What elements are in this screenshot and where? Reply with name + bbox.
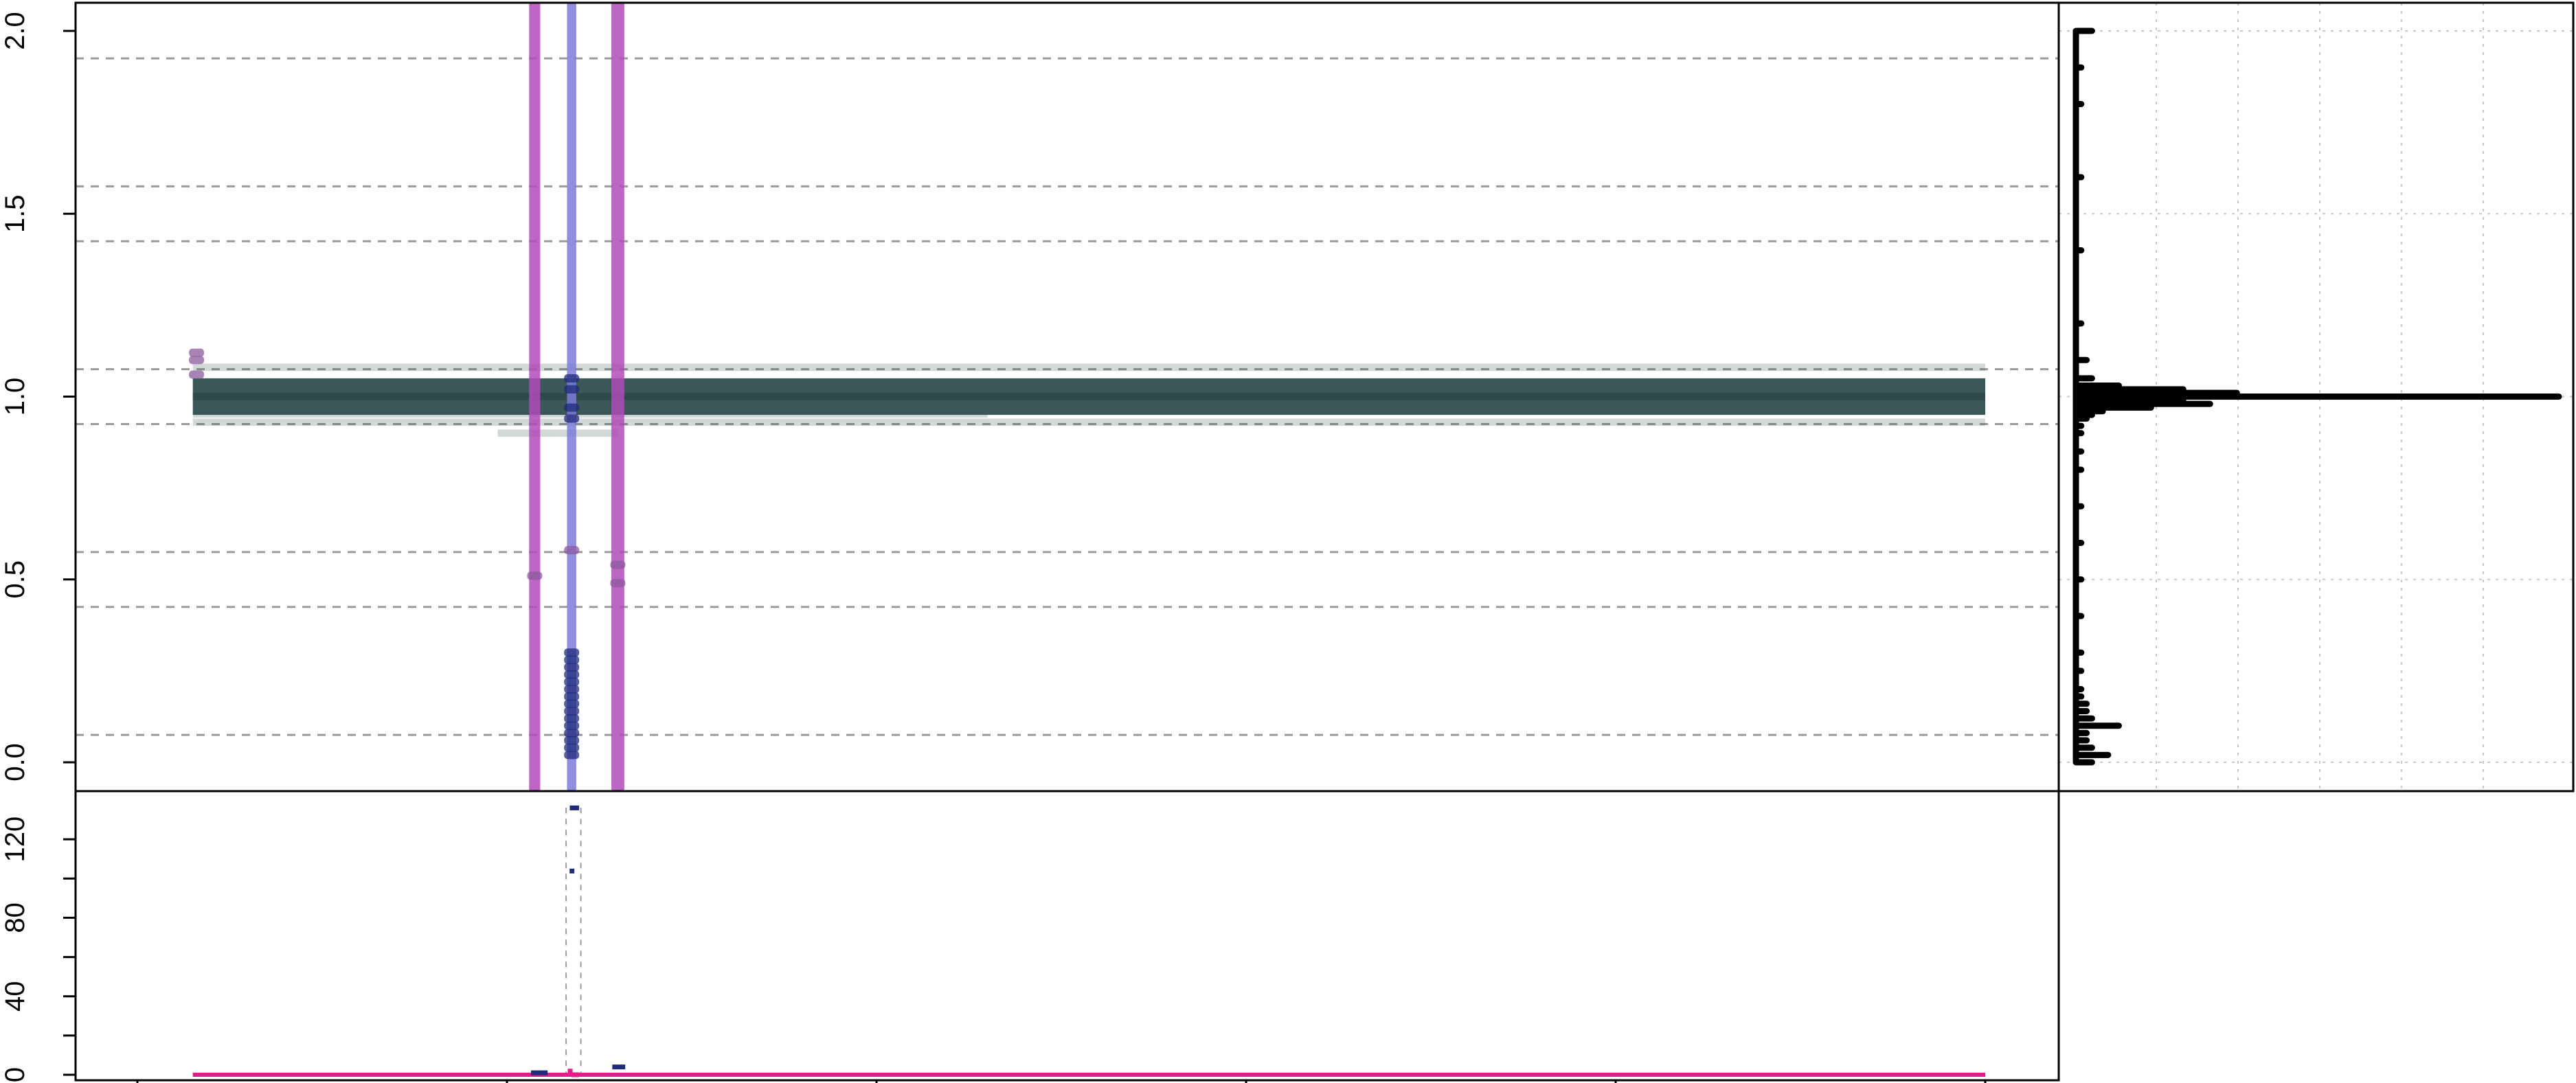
bottom-y-axis: 0 40 80 120 — [0, 817, 76, 1082]
data-point — [564, 707, 580, 716]
data-point — [527, 571, 543, 580]
y-tick-label: 2.0 — [0, 12, 30, 50]
band-halo — [192, 363, 1986, 372]
bottom-count-panel: 0 40 80 120 — [0, 790, 2060, 1083]
y-tick-label: 1.5 — [0, 194, 30, 233]
data-point — [564, 729, 580, 738]
band-halo — [192, 418, 1986, 426]
data-point — [564, 648, 580, 657]
bottom-vertical-guides — [565, 808, 582, 1075]
data-point — [564, 685, 580, 694]
data-point — [189, 370, 205, 379]
data-point — [564, 714, 580, 723]
main-reference-lines — [76, 57, 2059, 736]
side-histogram-panel — [2057, 1, 2575, 793]
main-scatter-panel: 0.0 0.5 1.0 1.5 2.0 — [0, 1, 2060, 793]
data-point — [564, 403, 580, 412]
main-highlight-columns — [529, 3, 624, 791]
data-point — [189, 348, 205, 357]
data-point — [564, 692, 580, 701]
main-points — [189, 348, 626, 760]
y-tick-label: 0.0 — [0, 743, 30, 782]
main-density-band — [192, 363, 1986, 437]
count-point — [567, 1069, 573, 1074]
data-point — [564, 736, 580, 745]
y-tick-label: 80 — [0, 902, 30, 933]
y-tick-label: 0.5 — [0, 560, 30, 599]
bottom-panel-frame — [74, 790, 2060, 1082]
data-point — [610, 579, 626, 588]
data-point — [564, 677, 580, 686]
data-point — [564, 663, 580, 672]
side-histogram-bars — [2072, 27, 2562, 766]
count-point — [569, 868, 575, 874]
data-point — [564, 374, 580, 383]
data-point — [564, 385, 580, 394]
data-point — [564, 655, 580, 664]
y-tick-label: 1.0 — [0, 378, 30, 416]
highlight-column — [529, 3, 541, 791]
side-panel-frame — [2057, 1, 2575, 793]
data-point — [189, 356, 205, 365]
highlight-column — [611, 3, 624, 791]
bottom-marks — [192, 805, 1985, 1078]
data-point — [564, 546, 580, 555]
density-band-core — [192, 393, 1986, 400]
main-y-axis: 0.0 0.5 1.0 1.5 2.0 — [0, 12, 76, 782]
data-point — [564, 414, 580, 423]
y-tick-label: 40 — [0, 981, 30, 1012]
band-halo — [497, 429, 618, 437]
data-point — [564, 751, 580, 760]
bottom-x-axis — [136, 1080, 1987, 1083]
data-point — [564, 699, 580, 708]
data-point — [610, 560, 626, 569]
highlight-column — [567, 3, 576, 791]
y-tick-label: 0 — [0, 1067, 30, 1082]
data-point — [564, 670, 580, 679]
data-point — [564, 721, 580, 730]
y-tick-label: 120 — [0, 817, 30, 863]
data-point — [564, 743, 580, 752]
